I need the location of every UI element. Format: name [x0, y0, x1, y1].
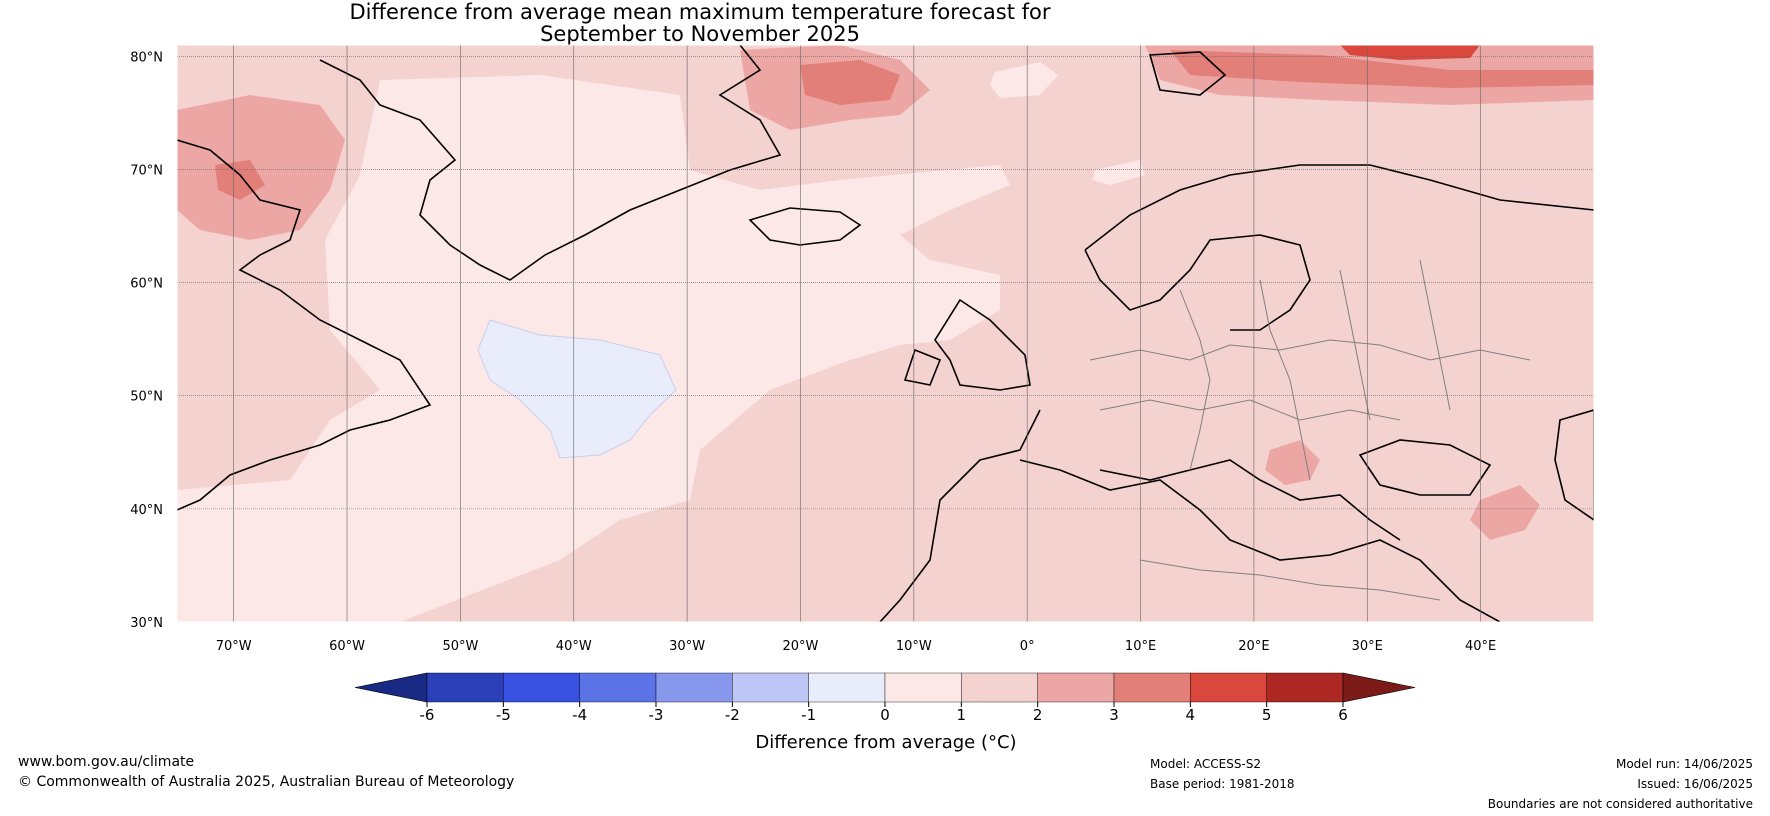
svalbard-coast — [1148, 51, 1227, 96]
longitude-labels: 70°W 60°W 50°W 40°W 30°W 20°W 10°W 0° 10°E 20°E 30… — [216, 639, 1497, 654]
colorbar-segment — [1113, 672, 1191, 703]
colorbar-tick-label: -1 — [801, 706, 816, 724]
colorbar-segment — [655, 672, 733, 703]
colorbar: -6 -5 -4 -3 -2 -1 0 1 2 3 4 5 6 — [354, 672, 1416, 724]
colorbar-segment — [579, 672, 657, 703]
map-frame — [176, 44, 1595, 623]
colorbar-segment — [1266, 672, 1344, 703]
colorbar-tick-label: 1 — [957, 706, 967, 724]
europe-coast — [879, 164, 1594, 622]
border-line — [1419, 259, 1451, 411]
anomaly-zone-0-to-1 — [990, 62, 1058, 98]
border-line — [1099, 399, 1401, 421]
map-panel: 30°N 40°N 50°N 60°N 70°N 80°N 70°W 60°W 50°W 40°… — [130, 44, 1595, 654]
latitude-tick-label: 80°N — [130, 50, 163, 65]
longitude-tick-label: 40°W — [556, 639, 592, 654]
longitude-tick-label: 30°W — [669, 639, 705, 654]
colorbar-extend-low — [354, 672, 428, 703]
colorbar-segment — [503, 672, 580, 703]
colorbar-tick-label: 6 — [1338, 706, 1348, 724]
colorbar-tick-label: 5 — [1262, 706, 1272, 724]
latitude-tick-label: 70°N — [130, 163, 163, 178]
colorbar-segment — [808, 672, 886, 703]
border-line — [1089, 339, 1531, 361]
colorbar-tick-label: 3 — [1109, 706, 1119, 724]
coastlines — [177, 45, 1594, 622]
longitude-tick-label: 10°W — [896, 639, 932, 654]
model-name: Model: ACCESS-S2 — [1150, 757, 1262, 771]
longitude-tick-label: 40°E — [1465, 639, 1496, 654]
latitude-tick-label: 50°N — [130, 390, 163, 405]
boundaries-disclaimer: Boundaries are not considered authoritat… — [1487, 797, 1753, 811]
anomaly-zone-3-to-4 — [1170, 50, 1594, 88]
longitude-tick-label: 60°W — [329, 639, 365, 654]
longitude-tick-label: 10°E — [1125, 639, 1156, 654]
colorbar-tick-label: -5 — [496, 706, 511, 724]
country-borders — [1089, 259, 1531, 601]
border-line — [1179, 289, 1211, 471]
anomaly-zone-minus1-to-0 — [477, 319, 677, 459]
latitude-tick-label: 60°N — [130, 277, 163, 292]
mediterranean-coast — [1099, 459, 1401, 541]
colorbar-tick-label: 2 — [1033, 706, 1043, 724]
anomaly-zone-0-to-1 — [177, 420, 520, 600]
issued-date: Issued: 16/06/2025 — [1637, 777, 1753, 791]
longitude-tick-label: 0° — [1020, 639, 1035, 654]
latitude-labels: 30°N 40°N 50°N 60°N 70°N 80°N — [130, 50, 163, 631]
border-line — [1259, 279, 1311, 481]
longitude-tick-label: 70°W — [216, 639, 252, 654]
copyright-text: © Commonwealth of Australia 2025, Austra… — [18, 774, 515, 790]
colorbar-tick-label: -2 — [725, 706, 740, 724]
longitude-tick-label: 30°E — [1352, 639, 1383, 654]
greenland-coast — [319, 45, 782, 281]
map-title-line1: Difference from average mean maximum tem… — [349, 0, 1051, 24]
north-america-coast — [177, 139, 432, 511]
map-title-line2: September to November 2025 — [540, 22, 860, 46]
colorbar-extend-high — [1342, 672, 1416, 703]
anomaly-zone-2-to-3 — [1265, 440, 1320, 485]
anomaly-zone-3-to-4 — [800, 60, 900, 105]
colorbar-tick-label: -6 — [420, 706, 435, 724]
colorbar-segment — [1037, 672, 1115, 703]
black-sea-coast — [1358, 439, 1492, 496]
british-isles-coast — [903, 298, 1031, 391]
colorbar-segment — [961, 672, 1038, 703]
colorbar-tick-label: 0 — [880, 706, 890, 724]
longitude-tick-label: 20°E — [1238, 639, 1269, 654]
anomaly-zone-0-to-1 — [1092, 160, 1145, 185]
colorbar-label: Difference from average (°C) — [755, 732, 1016, 753]
colorbar-segment — [1190, 672, 1267, 703]
anomaly-zone-2-to-3 — [177, 95, 345, 240]
longitude-tick-label: 20°W — [783, 639, 819, 654]
graticule — [177, 45, 1594, 622]
border-line — [1339, 269, 1371, 421]
border-line — [1139, 559, 1441, 601]
iceland-coast — [748, 207, 862, 246]
scandinavia-coast — [1084, 234, 1311, 331]
colorbar-tick-label: -3 — [649, 706, 664, 724]
colorbar-segment — [426, 672, 504, 703]
colorbar-tick-label: -4 — [572, 706, 587, 724]
website-link[interactable]: www.bom.gov.au/climate — [18, 754, 195, 770]
anomaly-zone-2-to-3 — [1470, 485, 1540, 540]
colorbar-segment — [884, 672, 962, 703]
base-period: Base period: 1981-2018 — [1150, 777, 1295, 791]
longitude-tick-label: 50°W — [442, 639, 478, 654]
latitude-tick-label: 40°N — [130, 503, 163, 518]
colorbar-segment — [732, 672, 809, 703]
model-run-date: Model run: 14/06/2025 — [1615, 757, 1753, 771]
colorbar-tick-label: 4 — [1186, 706, 1196, 724]
latitude-tick-label: 30°N — [130, 616, 163, 631]
caspian-coast — [1554, 409, 1594, 521]
